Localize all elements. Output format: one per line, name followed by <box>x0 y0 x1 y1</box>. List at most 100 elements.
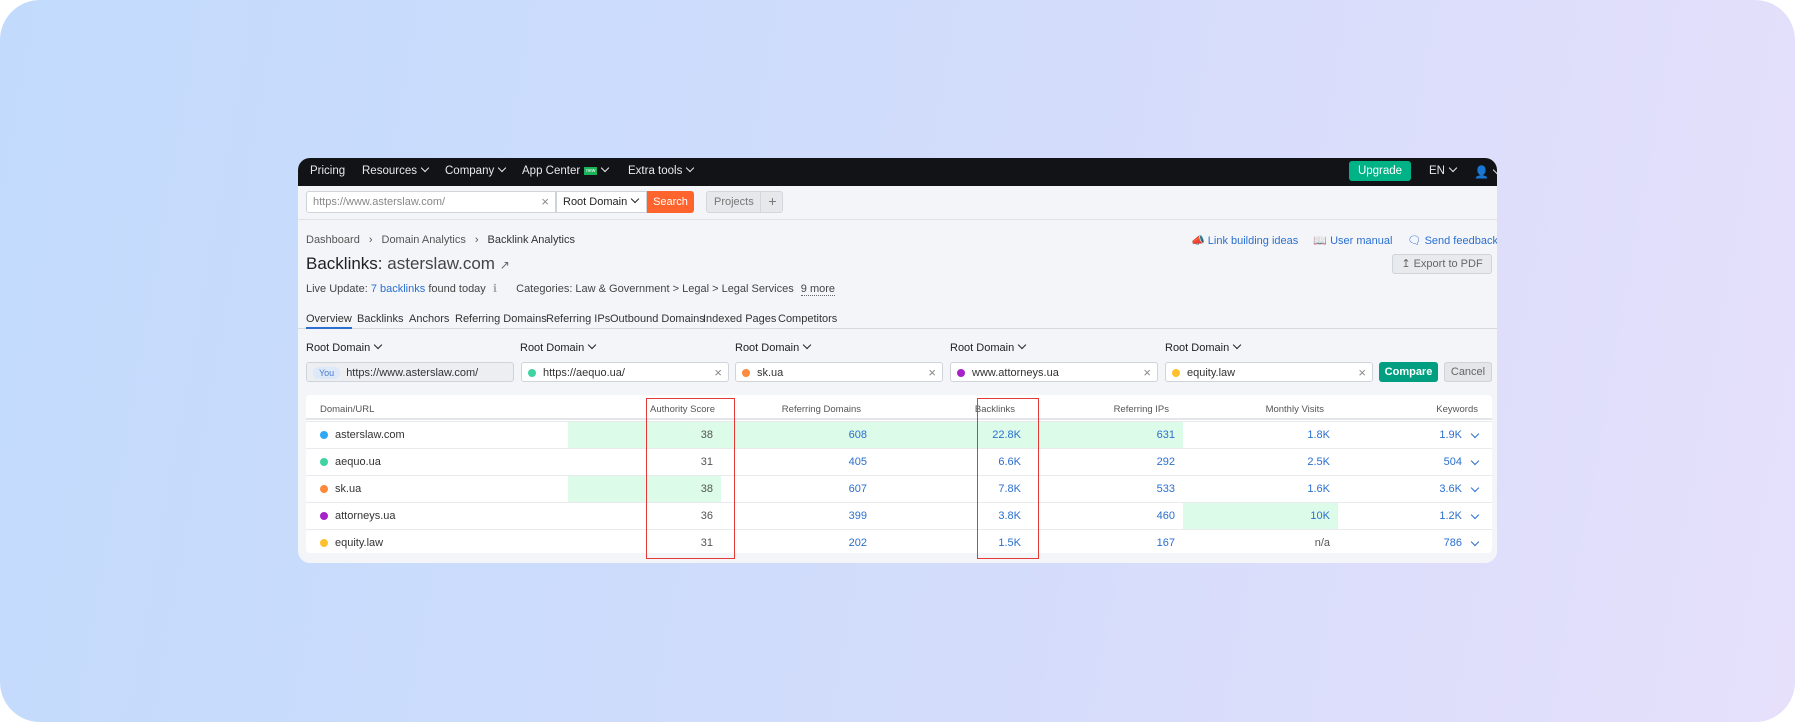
keywords-cell[interactable]: 786 <box>1338 530 1492 556</box>
col-monthly-visits[interactable]: Monthly Visits <box>1265 404 1324 415</box>
search-input[interactable]: https://www.asterslaw.com/ × <box>306 191 556 213</box>
nav-resources[interactable]: Resources <box>362 163 430 177</box>
tab-anchors[interactable]: Anchors <box>409 313 450 325</box>
referring-domains-cell[interactable]: 608 <box>721 422 875 448</box>
cell-value: 1.6K <box>1307 483 1330 495</box>
compare-field-5[interactable]: equity.law × <box>1165 362 1373 382</box>
keywords-cell[interactable]: 1.9K <box>1338 422 1492 448</box>
chevron-down-icon <box>1448 163 1458 173</box>
more-categories-link[interactable]: 9 more <box>800 283 836 296</box>
nav-app-center[interactable]: App Center new <box>522 163 610 177</box>
link-building-ideas[interactable]: 📣 Link building ideas <box>1191 235 1298 247</box>
clear-icon[interactable]: × <box>1143 365 1151 380</box>
keywords-cell[interactable]: 504 <box>1338 449 1492 475</box>
breadcrumb-domain-analytics[interactable]: Domain Analytics <box>381 234 466 246</box>
nav-extra-tools[interactable]: Extra tools <box>628 163 695 177</box>
color-dot-icon <box>957 369 965 377</box>
chevron-down-icon[interactable] <box>1470 483 1480 493</box>
compare-field-2[interactable]: https://aequo.ua/ × <box>521 362 729 382</box>
clear-icon[interactable]: × <box>928 365 936 380</box>
external-link-icon[interactable]: ↗ <box>499 258 510 272</box>
scope-select[interactable]: Root Domain <box>556 191 647 213</box>
clear-icon[interactable]: × <box>541 194 549 209</box>
cell-value: 10K <box>1310 510 1330 522</box>
referring-domains-cell[interactable]: 202 <box>721 530 875 556</box>
compare-field-4[interactable]: www.attorneys.ua × <box>950 362 1158 382</box>
nav-company[interactable]: Company <box>445 163 507 177</box>
language-select[interactable]: EN <box>1429 163 1458 177</box>
live-update: Live Update: 7 backlinks found today ℹ C… <box>306 282 836 296</box>
scope-select-4[interactable]: Root Domain <box>950 340 1027 354</box>
cancel-button[interactable]: Cancel <box>1444 362 1492 382</box>
domain-cell[interactable]: asterslaw.com <box>320 422 405 448</box>
tab-indexed-pages[interactable]: Indexed Pages <box>703 313 777 325</box>
cell-value: 3.6K <box>1439 483 1462 495</box>
nav-pricing[interactable]: Pricing <box>310 165 346 177</box>
chevron-down-icon[interactable] <box>1470 537 1480 547</box>
scope-select-2[interactable]: Root Domain <box>520 340 597 354</box>
chevron-down-icon[interactable] <box>1470 456 1480 466</box>
search-button[interactable]: Search <box>647 191 694 213</box>
scope-select-1[interactable]: Root Domain <box>306 340 383 354</box>
referring-ips-cell[interactable]: 533 <box>1029 476 1183 502</box>
breadcrumb-dashboard[interactable]: Dashboard <box>306 234 360 246</box>
info-icon[interactable]: ℹ <box>492 283 498 295</box>
col-referring-domains[interactable]: Referring Domains <box>781 404 861 415</box>
domain-name: aequo.ua <box>335 456 381 468</box>
chevron-down-icon[interactable] <box>1470 429 1480 439</box>
domain-cell[interactable]: sk.ua <box>320 476 361 502</box>
projects-button[interactable]: Projects <box>714 196 754 208</box>
referring-domains-cell[interactable]: 405 <box>721 449 875 475</box>
keywords-cell[interactable]: 3.6K <box>1338 476 1492 502</box>
live-backlinks-link[interactable]: 7 backlinks <box>370 283 426 295</box>
referring-ips-cell[interactable]: 292 <box>1029 449 1183 475</box>
scope-select-5[interactable]: Root Domain <box>1165 340 1242 354</box>
tab-competitors[interactable]: Competitors <box>778 313 838 325</box>
referring-ips-cell[interactable]: 167 <box>1029 530 1183 556</box>
title-domain: asterslaw.com <box>387 254 495 273</box>
add-project-button[interactable]: + <box>760 191 784 213</box>
domain-cell[interactable]: aequo.ua <box>320 449 381 475</box>
col-domain: Domain/URL <box>320 404 375 415</box>
backlinks-cell[interactable]: 6.6K <box>875 449 1029 475</box>
tab-outbound-domains[interactable]: Outbound Domains <box>610 313 705 325</box>
col-authority-score[interactable]: Authority Score <box>650 404 715 415</box>
monthly-visits-cell[interactable]: 10K <box>1183 503 1338 529</box>
tab-overview[interactable]: Overview <box>306 313 352 325</box>
send-feedback-link[interactable]: 🗨 Send feedback <box>1408 235 1497 247</box>
compare-button[interactable]: Compare <box>1379 362 1438 382</box>
referring-domains-cell[interactable]: 607 <box>721 476 875 502</box>
referring-ips-cell[interactable]: 631 <box>1029 422 1183 448</box>
tab-referring-domains[interactable]: Referring Domains <box>455 313 547 325</box>
export-pdf-button[interactable]: ↥ Export to PDF <box>1392 254 1492 274</box>
monthly-visits-cell[interactable]: 2.5K <box>1183 449 1338 475</box>
backlinks-cell[interactable]: 3.8K <box>875 503 1029 529</box>
col-backlinks[interactable]: Backlinks <box>974 404 1015 415</box>
chevron-down-icon[interactable] <box>1470 510 1480 520</box>
monthly-visits-cell[interactable]: 1.6K <box>1183 476 1338 502</box>
field-value: https://aequo.ua/ <box>543 367 625 379</box>
referring-domains-cell[interactable]: 399 <box>721 503 875 529</box>
backlinks-cell[interactable]: 22.8K <box>875 422 1029 448</box>
clear-icon[interactable]: × <box>714 365 722 380</box>
keywords-cell[interactable]: 1.2K <box>1338 503 1492 529</box>
backlinks-cell[interactable]: 1.5K <box>875 530 1029 556</box>
compare-field-3[interactable]: sk.ua × <box>735 362 943 382</box>
monthly-visits-cell[interactable]: n/a <box>1183 530 1338 556</box>
referring-ips-cell[interactable]: 460 <box>1029 503 1183 529</box>
col-referring-ips[interactable]: Referring IPs <box>1113 404 1169 415</box>
backlinks-cell[interactable]: 7.8K <box>875 476 1029 502</box>
tab-referring-ips[interactable]: Referring IPs <box>546 313 611 325</box>
user-manual-link[interactable]: 📖 User manual <box>1313 235 1392 247</box>
col-keywords[interactable]: Keywords <box>1436 404 1478 415</box>
domain-cell[interactable]: equity.law <box>320 530 383 556</box>
domain-cell[interactable]: attorneys.ua <box>320 503 396 529</box>
user-menu[interactable]: 👤 <box>1474 165 1497 179</box>
scope-select-3[interactable]: Root Domain <box>735 340 812 354</box>
monthly-visits-cell[interactable]: 1.8K <box>1183 422 1338 448</box>
chevron-down-icon <box>587 340 597 350</box>
highlight-authority-score <box>646 398 735 559</box>
upgrade-button[interactable]: Upgrade <box>1349 161 1411 181</box>
clear-icon[interactable]: × <box>1358 365 1366 380</box>
tab-backlinks[interactable]: Backlinks <box>357 313 404 325</box>
